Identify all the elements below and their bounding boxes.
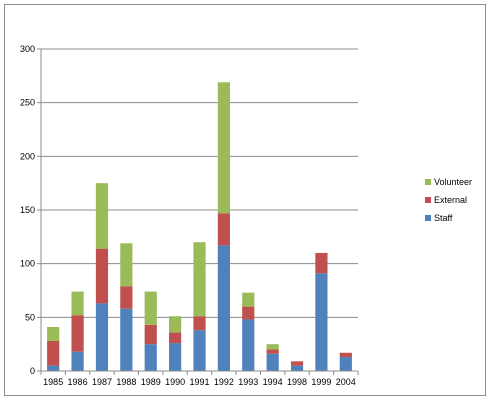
x-tick-label: 1988 [116,377,136,387]
bar-segment-external [95,248,109,304]
bar-segment-volunteer [144,291,157,325]
bar-segment-volunteer [266,344,279,350]
x-tick-label: 1987 [92,377,112,387]
bar-segment-volunteer [95,183,109,249]
bar-segment-external [242,306,255,320]
bar-segment-staff [290,365,304,371]
x-tick-label: 1993 [238,377,258,387]
bar-segment-staff [315,273,328,371]
y-tick-label: 200 [20,151,35,161]
y-tick-label: 0 [30,366,35,376]
bar-segment-staff [217,245,230,371]
bar-segment-staff [120,308,133,371]
bar-segment-external [217,213,230,246]
legend-label-volunteer: Volunteer [434,177,472,187]
bar-segment-volunteer [242,292,255,307]
bar-segment-external [71,315,84,352]
y-tick-label: 100 [20,259,35,269]
x-tick-label: 1998 [287,377,307,387]
bar-segment-staff [266,353,279,371]
bar-segment-staff [193,330,206,371]
x-tick-label: 1992 [214,377,234,387]
bar-segment-staff [95,303,109,371]
bar-segment-external [315,252,328,274]
bar-segment-staff [242,319,255,371]
x-tick-label: 1999 [311,377,331,387]
y-tick-label: 150 [20,205,35,215]
bar-segment-external [266,349,279,354]
bar-segment-volunteer [120,243,133,287]
y-tick-label: 50 [25,312,35,322]
bar-segment-external [339,352,352,358]
legend-label-staff: Staff [434,213,453,223]
bar-segment-staff [144,344,157,371]
bar-segment-staff [47,365,60,371]
bar-segment-volunteer [193,242,206,317]
bar-segment-volunteer [169,316,182,333]
legend-swatch-external [425,197,431,203]
x-tick-label: 1986 [68,377,88,387]
bar-segment-staff [71,351,84,371]
legend-swatch-staff [425,215,431,221]
bar-segment-external [193,316,206,331]
x-tick-label: 2004 [336,377,356,387]
bar-segment-external [290,361,304,366]
x-tick-label: 1991 [189,377,209,387]
bar-segment-volunteer [47,326,60,341]
bar-segment-staff [339,357,352,371]
y-tick-label: 250 [20,98,35,108]
legend-swatch-volunteer [425,179,431,185]
bar-segment-volunteer [71,291,84,316]
bar-segment-external [120,286,133,309]
x-tick-label: 1994 [263,377,283,387]
x-tick-label: 1985 [43,377,63,387]
bar-segment-external [144,324,157,345]
bar-segment-external [47,340,60,366]
bar-segment-external [169,332,182,344]
legend-label-external: External [434,195,467,205]
bar-segment-staff [169,343,182,371]
bar-segment-volunteer [217,82,230,214]
y-tick-label: 300 [20,44,35,54]
x-tick-label: 1990 [165,377,185,387]
x-tick-label: 1989 [141,377,161,387]
